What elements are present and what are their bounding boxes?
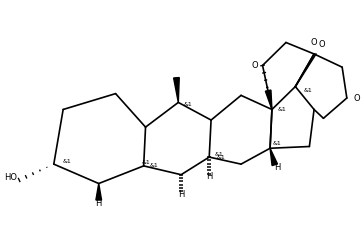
Text: O: O [251,61,258,70]
Text: &1: &1 [184,102,193,107]
Text: H: H [95,199,102,208]
Text: &1: &1 [215,152,224,157]
Text: &1: &1 [141,160,150,165]
Text: &1: &1 [272,141,281,146]
Text: &1: &1 [216,154,225,160]
Text: H: H [178,190,184,199]
Polygon shape [270,148,277,166]
Polygon shape [174,78,179,102]
Text: &1: &1 [149,163,158,168]
Polygon shape [96,183,102,200]
Text: HO: HO [4,173,17,182]
Polygon shape [265,90,272,109]
Text: O: O [354,94,360,102]
Text: O: O [311,38,317,47]
Text: &1: &1 [62,159,71,164]
Text: O: O [319,40,325,49]
Text: &1: &1 [304,88,313,93]
Text: H: H [274,163,280,172]
Text: H: H [206,172,212,181]
Text: &1: &1 [278,107,286,112]
